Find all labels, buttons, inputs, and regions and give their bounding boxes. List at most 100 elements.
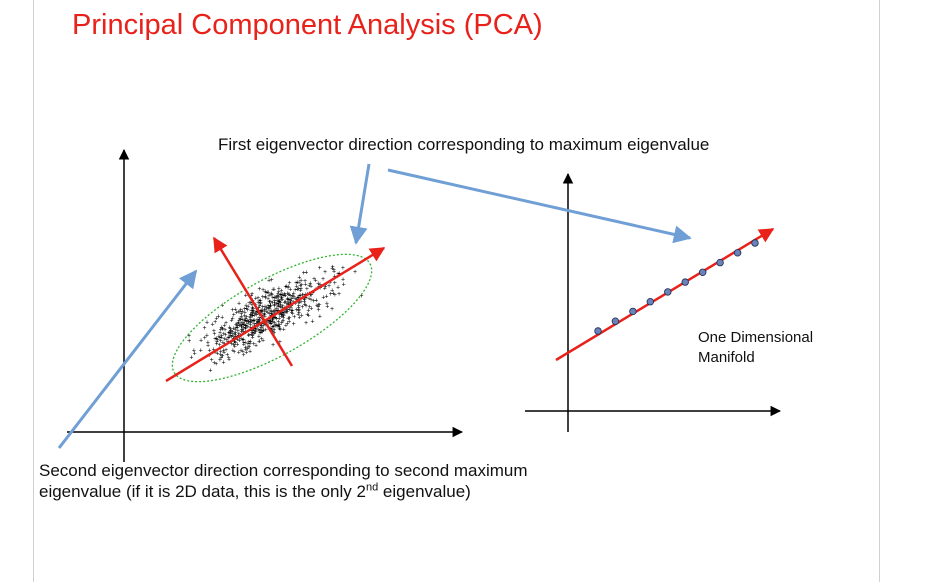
scatter-point: + — [282, 291, 286, 298]
scatter-point: + — [232, 342, 236, 349]
scatter-point: + — [227, 335, 231, 342]
scatter-point: + — [225, 352, 229, 359]
scatter-point: + — [281, 318, 285, 325]
scatter-point: + — [252, 329, 256, 336]
scatter-point: + — [297, 293, 301, 300]
scatter-point: + — [261, 322, 265, 329]
scatter-point: + — [278, 299, 282, 306]
scatter-point: + — [323, 284, 327, 291]
scatter-point: + — [266, 306, 270, 313]
scatter-point: + — [240, 320, 244, 327]
scatter-point: + — [220, 326, 224, 333]
scatter-point: + — [276, 323, 280, 330]
scatter-point: + — [253, 311, 257, 318]
scatter-point: + — [256, 295, 260, 302]
scatter-point: + — [271, 287, 275, 294]
scatter-point: + — [280, 296, 284, 303]
scatter-point: + — [252, 318, 256, 325]
scatter-point: + — [243, 340, 247, 347]
scatter-point: + — [248, 340, 252, 347]
scatter-point: + — [278, 302, 282, 309]
scatter-point: + — [259, 299, 263, 306]
scatter-point: + — [244, 293, 248, 300]
manifold-point — [629, 307, 637, 316]
scatter-point: + — [206, 339, 210, 346]
scatter-point: + — [240, 324, 244, 331]
scatter-point: + — [316, 302, 320, 309]
scatter-point: + — [278, 339, 282, 346]
manifold-point — [664, 288, 672, 296]
scatter-point: + — [243, 318, 247, 325]
scatter-point: + — [254, 327, 258, 334]
scatter-point: + — [286, 315, 290, 322]
scatter-point: + — [229, 329, 233, 336]
scatter-point: + — [244, 350, 248, 357]
scatter-point: + — [264, 308, 268, 315]
scatter-point: + — [257, 328, 261, 335]
scatter-point: + — [217, 342, 221, 349]
callout-arrow-second — [57, 269, 198, 449]
scatter-point: + — [261, 307, 265, 314]
scatter-point: + — [255, 324, 259, 331]
scatter-point: + — [238, 334, 242, 341]
scatter-point: + — [275, 316, 279, 323]
scatter-point: + — [285, 284, 289, 291]
scatter-point: + — [291, 294, 295, 301]
scatter-point: + — [272, 327, 276, 334]
scatter-point: + — [309, 297, 313, 304]
scatter-point: + — [266, 290, 270, 297]
scatter-point: + — [222, 322, 226, 329]
scatter-point: + — [292, 321, 296, 328]
scatter-point: + — [272, 300, 276, 307]
scatter-point: + — [214, 361, 218, 368]
scatter-point: + — [238, 309, 242, 316]
scatter-point: + — [336, 271, 340, 278]
scatter-point: + — [248, 339, 252, 346]
scatter-point: + — [219, 348, 223, 355]
scatter-point: + — [317, 307, 321, 314]
scatter-point: + — [267, 299, 271, 306]
scatter-point: + — [257, 338, 261, 345]
scatter-point: + — [288, 293, 292, 300]
scatter-point: + — [218, 357, 222, 364]
scatter-point: + — [260, 323, 264, 330]
scatter-point: + — [303, 302, 307, 309]
scatter-point: + — [239, 347, 243, 354]
scatter-point: + — [250, 333, 254, 340]
scatter-point: + — [239, 322, 243, 329]
scatter-point: + — [267, 277, 271, 284]
scatter-point: + — [219, 335, 223, 342]
scatter-point: + — [231, 329, 235, 336]
scatter-point: + — [278, 300, 282, 307]
scatter-point: + — [252, 331, 256, 338]
scatter-point: + — [307, 304, 311, 311]
scatter-point: + — [251, 309, 255, 316]
scatter-point: + — [272, 320, 276, 327]
scatter-point: + — [278, 310, 282, 317]
manifold-point — [611, 317, 620, 325]
scatter-point: + — [232, 330, 236, 337]
scatter-point: + — [222, 349, 226, 356]
scatter-point: + — [212, 331, 216, 338]
scatter-point: + — [299, 288, 303, 295]
scatter-point: + — [251, 335, 255, 342]
scatter-point: + — [290, 310, 294, 317]
scatter-point: + — [250, 327, 254, 334]
scatter-point: + — [273, 315, 277, 322]
scatter-point: + — [246, 324, 250, 331]
scatter-point: + — [249, 300, 253, 307]
scatter-point: + — [235, 323, 239, 330]
scatter-point: + — [243, 345, 247, 352]
scatter-point: + — [250, 328, 254, 335]
scatter-point: + — [281, 291, 285, 298]
scatter-point: + — [266, 303, 270, 310]
scatter-point: + — [218, 352, 222, 359]
scatter-point: + — [253, 326, 257, 333]
scatter-point: + — [254, 295, 258, 302]
scatter-point: + — [324, 294, 328, 301]
scatter-point: + — [275, 301, 279, 308]
scatter-point: + — [295, 287, 299, 294]
scatter-point: + — [336, 285, 340, 292]
scatter-point: + — [218, 330, 222, 337]
scatter-point: + — [232, 312, 236, 319]
